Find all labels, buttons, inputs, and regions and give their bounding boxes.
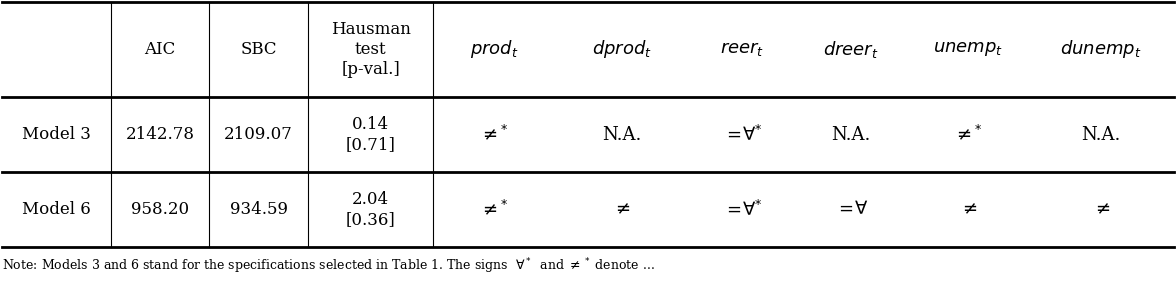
Text: Note: Models 3 and 6 stand for the specifications selected in Table 1. The signs: Note: Models 3 and 6 stand for the speci… [2, 256, 655, 276]
Text: $\neq$: $\neq$ [958, 201, 977, 219]
Text: $reer_t$: $reer_t$ [720, 41, 764, 58]
Text: Model 6: Model 6 [22, 201, 91, 218]
Text: $unemp_t$: $unemp_t$ [933, 41, 1003, 58]
Text: $\neq$: $\neq$ [1091, 201, 1110, 219]
Text: Model 3: Model 3 [22, 126, 91, 143]
Text: N.A.: N.A. [831, 125, 871, 144]
Text: $\neq\!^*$: $\neq\!^*$ [479, 125, 509, 144]
Text: 934.59: 934.59 [229, 201, 288, 218]
Text: $prod_t$: $prod_t$ [469, 39, 519, 61]
Text: 958.20: 958.20 [131, 201, 189, 218]
Text: $=\!\forall$: $=\!\forall$ [835, 201, 868, 219]
Text: $=\!\forall\!^*$: $=\!\forall\!^*$ [722, 200, 762, 219]
Text: 2109.07: 2109.07 [225, 126, 293, 143]
Text: SBC: SBC [240, 41, 276, 58]
Text: N.A.: N.A. [1082, 125, 1121, 144]
Text: 0.14
[0.71]: 0.14 [0.71] [346, 116, 395, 153]
Text: 2.04
[0.36]: 2.04 [0.36] [346, 191, 395, 228]
Text: $dreer_t$: $dreer_t$ [823, 39, 880, 60]
Text: $=\!\forall\!^*$: $=\!\forall\!^*$ [722, 125, 762, 144]
Text: $\neq$: $\neq$ [613, 201, 632, 219]
Text: $\neq\!^*$: $\neq\!^*$ [953, 125, 983, 144]
Text: $dunemp_t$: $dunemp_t$ [1061, 39, 1142, 61]
Text: 2142.78: 2142.78 [126, 126, 194, 143]
Text: $dprod_t$: $dprod_t$ [592, 39, 652, 61]
Text: N.A.: N.A. [602, 125, 641, 144]
Text: Hausman
test
[p-val.]: Hausman test [p-val.] [330, 21, 410, 78]
Text: AIC: AIC [145, 41, 175, 58]
Text: $\neq\!^*$: $\neq\!^*$ [479, 200, 509, 219]
